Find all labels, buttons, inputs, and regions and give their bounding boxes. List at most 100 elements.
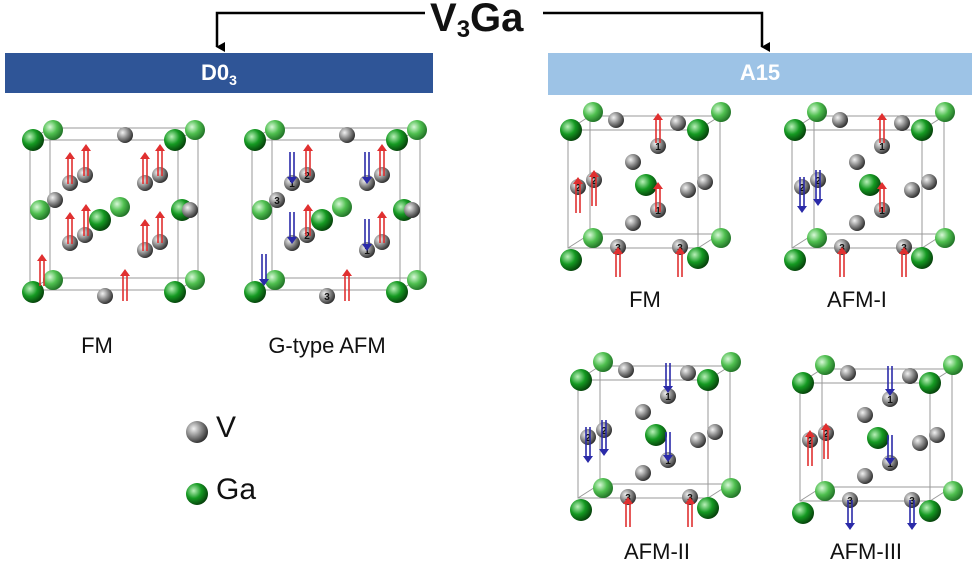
arrow-head (653, 182, 663, 189)
a15-afm-ii-label: AFM-II (624, 539, 690, 564)
spin-down-arrow (362, 219, 372, 251)
arrow-head (573, 177, 583, 184)
v-atom (929, 427, 945, 443)
spin-down-arrow (362, 152, 372, 184)
arrow-head (899, 247, 909, 254)
spin-up-arrow (653, 113, 663, 143)
v-atom (47, 192, 63, 208)
v-atom (857, 468, 873, 484)
arrow-head (140, 219, 150, 226)
ga-atom (22, 129, 44, 151)
spin-up-arrow (899, 247, 909, 277)
ga-atom (635, 174, 657, 196)
arrow-head (287, 237, 297, 244)
arrow-head (685, 497, 695, 504)
a15-fm-label: FM (629, 287, 661, 312)
ga-atom (687, 119, 709, 141)
site-number: 2 (304, 231, 310, 242)
v-atom (77, 167, 93, 183)
spin-up-arrow (120, 269, 130, 301)
spin-up-arrow (81, 204, 91, 236)
ga-atom (935, 102, 955, 122)
spin-down-arrow (845, 500, 855, 530)
v-atom (635, 465, 651, 481)
v-atom (912, 435, 928, 451)
site-number: 2 (304, 171, 310, 182)
arrow-head (155, 144, 165, 151)
spin-up-arrow (877, 113, 887, 143)
ga-atom (265, 270, 285, 290)
v-atom (618, 362, 634, 378)
v-atom (62, 235, 78, 251)
spin-up-arrow (589, 170, 599, 206)
arrow-head (599, 449, 609, 456)
site-number: 2 (585, 433, 591, 444)
arrow-head (837, 247, 847, 254)
spin-down-arrow (287, 212, 297, 244)
arrow-head (821, 423, 831, 430)
arrow-head (377, 144, 387, 151)
ga-atom (919, 372, 941, 394)
site-number: 1 (289, 179, 295, 190)
cell-front-face (791, 129, 923, 249)
v-atom (874, 202, 890, 218)
v-atom (670, 115, 686, 131)
site-number: 2 (823, 429, 829, 440)
ga-atom (807, 228, 827, 248)
ga-atom (560, 119, 582, 141)
v-atom (77, 227, 93, 243)
site-number: 3 (847, 496, 853, 507)
v-atom (152, 167, 168, 183)
site-number: 1 (364, 246, 370, 257)
arrow-head (675, 247, 685, 254)
ga-atom (784, 249, 806, 271)
ga-atom (593, 478, 613, 498)
spin-down-arrow (287, 152, 297, 184)
arrow-head (287, 177, 297, 184)
connector-left (215, 11, 425, 52)
spin-up-arrow (623, 497, 633, 527)
v-atom (137, 175, 153, 191)
v-atom (404, 202, 420, 218)
v-atom (182, 202, 198, 218)
ga-atom (721, 478, 741, 498)
site-number: 2 (815, 176, 821, 187)
arrow-head (37, 254, 47, 261)
spin-up-arrow (140, 219, 150, 251)
ga-atom (943, 481, 963, 501)
ga-atom (711, 228, 731, 248)
site-number: 2 (601, 426, 607, 437)
v-atom (299, 167, 315, 183)
ga-atom (89, 209, 111, 231)
spin-up-arrow (140, 152, 150, 184)
v-atom (810, 172, 826, 188)
spin-up-arrow (877, 182, 887, 212)
ga-atom (244, 129, 266, 151)
legend-v-label: V (216, 411, 237, 444)
site-number: 2 (575, 183, 581, 194)
spin-up-arrow (155, 144, 165, 176)
ga-atom (560, 249, 582, 271)
v-atom (840, 365, 856, 381)
arrow-head (653, 113, 663, 120)
v-atom (596, 422, 612, 438)
spin-up-arrow (613, 247, 623, 277)
a15-afm-i-label: AFM-I (827, 287, 887, 312)
v-atom (625, 154, 641, 170)
v-atom (904, 182, 920, 198)
ga-atom (570, 369, 592, 391)
legend-v-icon (186, 421, 208, 443)
arrow-head (81, 144, 91, 151)
v-atom (374, 234, 390, 250)
ga-atom (919, 500, 941, 522)
compound-title: V3Ga (430, 0, 524, 43)
v-atom (660, 388, 676, 404)
site-number: 3 (324, 292, 330, 303)
arrow-head (623, 497, 633, 504)
ga-atom (792, 502, 814, 524)
arrow-head (613, 247, 623, 254)
spin-up-arrow (837, 247, 847, 277)
v-atom (580, 429, 596, 445)
spin-up-arrow (65, 212, 75, 244)
legend-ga-icon (186, 483, 208, 505)
